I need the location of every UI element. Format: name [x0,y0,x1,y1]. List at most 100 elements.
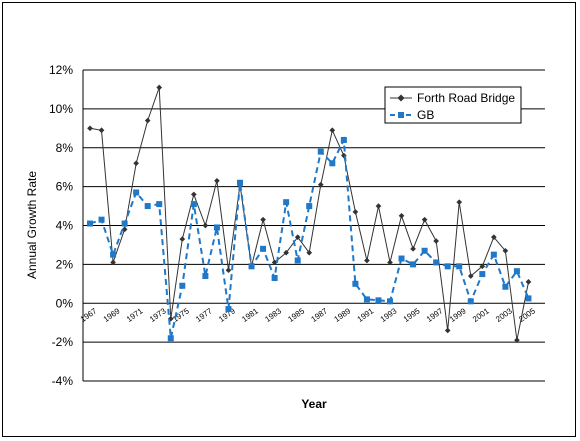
chart-frame [2,2,576,437]
x-tick-label: 1971 [125,306,145,324]
data-point-forth-road-bridge [87,125,93,132]
data-point-forth-road-bridge [306,249,313,256]
data-point-gb [467,298,474,305]
data-point-gb [283,199,290,206]
data-point-forth-road-bridge [294,234,301,240]
data-point-forth-road-bridge [525,279,532,285]
data-point-gb [87,220,93,227]
data-point-forth-road-bridge [398,212,405,219]
data-point-gb [144,203,151,210]
data-point-gb [525,295,532,302]
data-point-gb [294,257,301,264]
data-point-gb [456,263,463,270]
x-axis-title: Year [301,397,327,411]
data-point-gb [110,251,117,258]
data-point-forth-road-bridge [191,191,197,198]
data-point-gb [421,247,428,254]
data-point-forth-road-bridge [352,209,359,215]
data-point-forth-road-bridge [225,267,232,274]
x-tick-labels: 1967 1969 1971 1973 1975 1977 1979 1981 1983 1985… [79,306,538,324]
data-point-gb [271,274,278,281]
data-point-gb [317,148,324,155]
data-point-forth-road-bridge [121,226,128,233]
data-point-forth-road-bridge [98,127,105,134]
data-point-gb [260,245,267,252]
x-tick-label: 1993 [379,306,399,324]
data-point-gb [156,201,163,208]
data-point-gb [202,273,209,280]
y-tick-label: 6% [56,180,74,194]
data-point-gb [133,189,140,196]
x-tick-label: 1987 [309,306,329,324]
y-tick-label: 0% [56,296,74,310]
data-point-forth-road-bridge [202,222,209,229]
data-point-forth-road-bridge [271,259,278,266]
series-line-gb [89,136,530,339]
data-point-forth-road-bridge [317,181,324,188]
data-point-forth-road-bridge [156,84,163,91]
data-point-forth-road-bridge [364,257,370,264]
x-tick-label: 1983 [263,306,283,324]
data-point-gb [410,261,417,268]
x-tick-label: 1969 [102,306,122,324]
data-point-gb [513,268,520,275]
y-tick-label: -4% [52,374,74,388]
data-point-forth-road-bridge [329,127,336,134]
y-tick-label: 2% [56,257,74,271]
data-point-forth-road-bridge [214,177,220,184]
data-point-gb [479,271,486,278]
data-point-gb [329,160,336,167]
data-point-gb [237,179,243,186]
x-tick-label: 1981 [240,306,260,324]
data-point-gb [167,335,174,342]
x-tick-label: 1995 [402,306,422,324]
data-point-gb [225,306,232,313]
data-point-gb [490,251,497,258]
data-point-gb [352,280,359,287]
data-point-forth-road-bridge [433,238,439,244]
x-tick-label: 2001 [471,306,491,324]
x-tick-label: 1973 [148,306,168,324]
data-point-forth-road-bridge [387,259,393,266]
data-point-gb [98,216,105,223]
y-tick-label: 8% [56,141,74,155]
data-point-forth-road-bridge [133,160,139,167]
legend-box [384,86,522,124]
legend-label-gb: GB [417,108,434,122]
data-point-gb [375,297,382,304]
data-point-gb [179,282,186,289]
data-point-forth-road-bridge [514,337,520,344]
data-point-gb [444,263,451,270]
y-tick-label: 12% [49,63,73,77]
y-axis-title: Annual Growth Rate [25,171,39,279]
y-tick-labels: -4% -2% 0% 2% 4% 6% 8% 10% 12% [49,63,73,388]
legend-marker-forth-road-bridge [397,94,405,102]
data-point-forth-road-bridge [479,263,486,270]
data-point-gb [363,296,370,303]
data-point-gb [213,224,220,231]
data-point-forth-road-bridge [421,216,428,223]
data-point-gb [248,263,255,270]
data-point-forth-road-bridge [260,216,266,223]
data-point-forth-road-bridge [179,236,186,242]
x-tick-label: 1977 [194,306,214,324]
x-tick-label: 1985 [286,306,306,324]
data-point-forth-road-bridge [444,327,451,334]
series-layer [87,84,532,344]
x-tick-label: 1975 [171,306,191,324]
x-tick-label: 1989 [333,306,353,324]
data-point-forth-road-bridge [456,199,463,206]
data-point-forth-road-bridge [283,249,289,256]
data-point-forth-road-bridge [502,247,509,254]
legend: Forth Road Bridge GB [384,86,522,124]
data-point-forth-road-bridge [375,203,382,209]
data-point-gb [398,255,405,262]
y-tick-label: 10% [49,102,73,116]
x-tick-label: 2003 [494,306,514,324]
x-tick-label: 1997 [425,306,445,324]
legend-marker-gb [398,112,404,118]
gridlines [82,69,545,382]
data-point-gb [190,201,197,208]
y-tick-label: 4% [56,219,74,233]
